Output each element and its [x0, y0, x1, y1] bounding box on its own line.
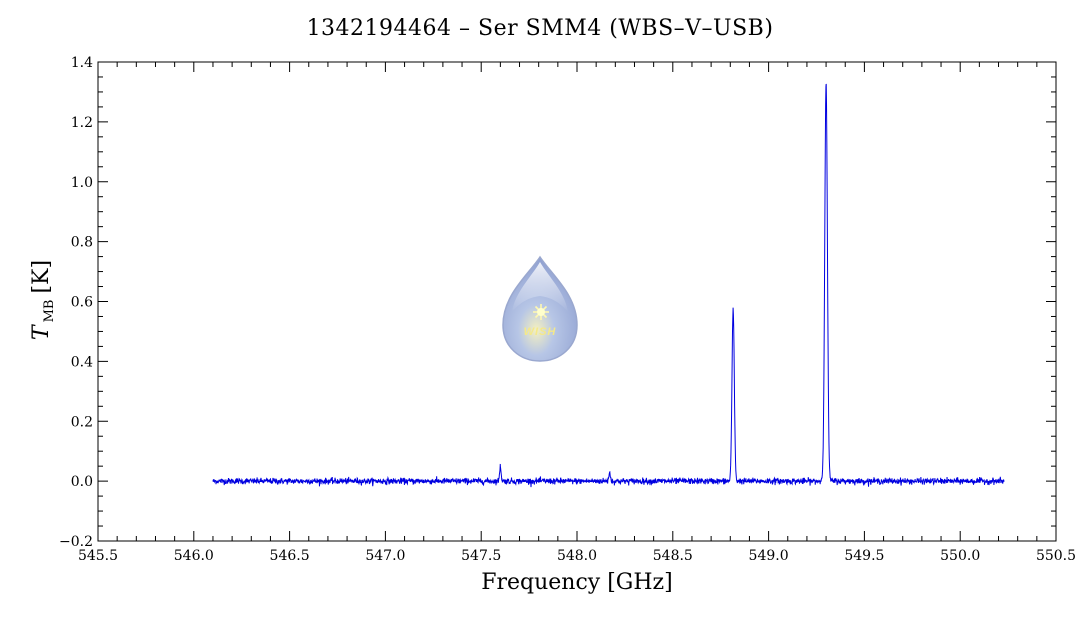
y-tick-label: −0.2 [59, 534, 93, 550]
y-tick-label: 0.8 [71, 235, 93, 251]
logo-text: WISH [524, 326, 557, 338]
x-tick-label: 547.0 [365, 548, 405, 564]
chart-title: 1342194464 – Ser SMM4 (WBS–V–USB) [306, 16, 774, 41]
x-tick-label: 550.5 [1036, 548, 1076, 564]
y-axis-subscript: MB [42, 300, 57, 323]
x-tick-label: 548.5 [653, 548, 693, 564]
wish-logo: WISH [502, 255, 578, 362]
x-axis-title: Frequency [GHz] [481, 570, 673, 595]
y-tick-label: 0.0 [71, 474, 93, 490]
y-axis-unit: [K] [29, 260, 54, 294]
axis-ticks [97, 61, 1057, 542]
x-tick-label: 547.5 [461, 548, 501, 564]
x-tick-label: 548.0 [557, 548, 597, 564]
y-tick-label: 1.4 [71, 55, 93, 71]
x-tick-label: 546.5 [270, 548, 310, 564]
y-axis-title: TMB [K] [29, 260, 57, 340]
x-tick-label: 549.5 [844, 548, 884, 564]
spectrum-line [212, 83, 1005, 488]
y-axis-symbol: T [29, 323, 54, 340]
x-tick-label: 546.0 [174, 548, 214, 564]
star-core [537, 308, 545, 316]
svg-text:TMB[K]: TMB [K] [29, 260, 57, 340]
y-tick-label: 1.0 [71, 175, 93, 191]
x-tick-label: 550.0 [940, 548, 980, 564]
tick-labels: 545.5 546.0 546.5 547.0 547.5 548.0 548.5 549.0… [59, 55, 1076, 564]
y-tick-label: 0.4 [71, 354, 93, 370]
y-tick-label: 0.6 [71, 295, 93, 311]
plot-frame [97, 61, 1057, 542]
x-tick-label: 545.5 [78, 548, 118, 564]
y-tick-label: 1.2 [71, 115, 93, 131]
x-tick-label: 549.0 [749, 548, 789, 564]
y-tick-label: 0.2 [71, 414, 93, 430]
